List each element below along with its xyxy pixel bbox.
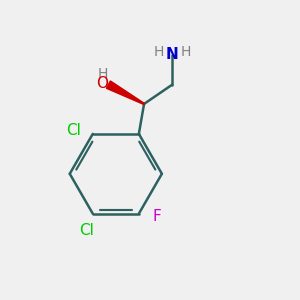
Polygon shape xyxy=(106,81,144,104)
Text: O: O xyxy=(96,76,108,91)
Text: F: F xyxy=(152,209,161,224)
Text: Cl: Cl xyxy=(80,223,94,238)
Text: H: H xyxy=(181,45,191,59)
Text: N: N xyxy=(166,47,179,62)
Text: H: H xyxy=(97,67,108,81)
Text: H: H xyxy=(154,45,164,59)
Text: Cl: Cl xyxy=(66,123,81,138)
